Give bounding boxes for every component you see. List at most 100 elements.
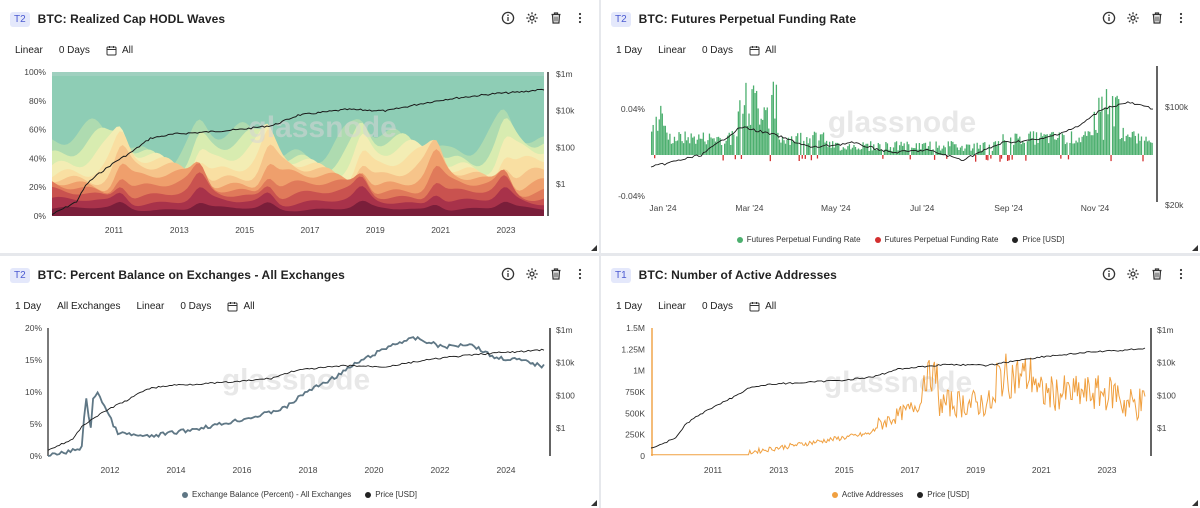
funding-bar-positive (742, 113, 744, 155)
option-all[interactable]: All (222, 298, 260, 315)
y-axis-tick-right: $1 (556, 423, 566, 433)
funding-bar-negative (882, 155, 884, 159)
resize-handle[interactable] (1192, 500, 1198, 506)
funding-bar-positive (736, 136, 738, 155)
option-all[interactable]: All (744, 298, 782, 315)
tier-badge: T1 (611, 267, 631, 283)
option-0-days[interactable]: 0 Days (696, 298, 739, 315)
y-axis-tick-left: 0% (34, 211, 47, 221)
funding-bar-positive (859, 149, 861, 155)
legend-item[interactable]: Price [USD] (917, 490, 969, 499)
funding-bar-positive (720, 144, 723, 155)
gear-icon[interactable] (1126, 11, 1140, 25)
option-1-day[interactable]: 1 Day (10, 298, 47, 315)
option-0-days[interactable]: 0 Days (696, 42, 739, 59)
more-icon[interactable] (1174, 11, 1188, 25)
legend-item[interactable]: Futures Perpetual Funding Rate (736, 235, 861, 244)
funding-bar-positive (973, 143, 975, 155)
gear-icon[interactable] (525, 11, 539, 25)
funding-bar-positive (927, 146, 930, 155)
funding-bar-positive (667, 139, 670, 155)
option-all-exchanges[interactable]: All Exchanges (52, 298, 126, 315)
trash-icon[interactable] (1150, 11, 1164, 25)
funding-bar-positive (1075, 140, 1077, 155)
gear-icon[interactable] (525, 267, 539, 281)
y-axis-tick-left: 250K (625, 430, 645, 440)
funding-bar-positive (952, 141, 954, 155)
x-axis-tick: 2011 (105, 225, 124, 235)
legend-swatch (365, 491, 372, 498)
info-icon[interactable] (1102, 267, 1116, 281)
funding-bar-positive (1029, 131, 1032, 155)
y-axis-tick-left: 750K (625, 387, 645, 397)
funding-bar-positive (832, 141, 834, 155)
funding-bar-positive (1041, 136, 1044, 155)
option-linear[interactable]: Linear (653, 42, 691, 59)
y-axis-tick-right: $10k (1157, 358, 1176, 368)
funding-bar-positive (803, 140, 805, 155)
y-axis-tick-right: $20k (1165, 200, 1184, 210)
y-axis-tick-right: $1m (556, 325, 573, 335)
trash-icon[interactable] (1150, 267, 1164, 281)
legend-item[interactable]: Futures Perpetual Funding Rate (874, 235, 998, 244)
funding-bar-positive (1151, 142, 1153, 155)
funding-bar-positive (806, 137, 808, 155)
panel-title: BTC: Number of Active Addresses (638, 268, 837, 282)
info-icon[interactable] (501, 11, 515, 25)
funding-bar-positive (1028, 133, 1030, 155)
more-icon[interactable] (573, 267, 587, 281)
funding-bar-positive (1145, 136, 1147, 155)
funding-bar-positive (903, 143, 905, 155)
x-axis-tick: May '24 (821, 203, 851, 213)
more-icon[interactable] (573, 11, 587, 25)
funding-bar-positive (978, 148, 980, 155)
legend-item[interactable]: Price [USD] (1012, 235, 1064, 244)
option-1-day[interactable]: 1 Day (611, 298, 648, 315)
funding-bar-positive (1104, 108, 1106, 155)
resize-handle[interactable] (1192, 245, 1198, 251)
trash-icon[interactable] (549, 11, 563, 25)
legend-item[interactable]: Exchange Balance (Percent) - All Exchang… (182, 490, 351, 499)
chart-legend: Exchange Balance (Percent) - All Exchang… (0, 490, 599, 499)
funding-bar-positive (701, 138, 703, 155)
funding-bar-positive (1083, 135, 1085, 155)
funding-bar-negative (1006, 155, 1009, 161)
trash-icon[interactable] (549, 267, 563, 281)
funding-bar-positive (1019, 136, 1021, 155)
info-icon[interactable] (1102, 11, 1116, 25)
funding-bar-negative (999, 155, 1001, 162)
y-axis-tick-right: $10k (556, 106, 575, 116)
gear-icon[interactable] (1126, 267, 1140, 281)
y-axis-tick-right: $10k (556, 358, 575, 368)
option-0-days[interactable]: 0 Days (53, 42, 95, 59)
option-0-days[interactable]: 0 Days (175, 298, 217, 315)
funding-bar-negative (816, 155, 819, 159)
option-1-day[interactable]: 1 Day (611, 42, 648, 59)
y-axis-tick-left: 20% (25, 323, 42, 333)
info-icon[interactable] (501, 267, 515, 281)
funding-bar-positive (1010, 137, 1012, 155)
watermark: glassnode (828, 106, 976, 139)
plot-area: 100% 80% 60% 40% 20% 0% $1m $10k $100 $1 2011 2013 2… (24, 67, 575, 235)
funding-bar-positive (929, 141, 931, 155)
funding-bar-positive (1031, 138, 1033, 155)
funding-bar-positive (1149, 142, 1152, 155)
funding-bar-positive (845, 149, 848, 155)
funding-bar-positive (745, 82, 747, 155)
option-all[interactable]: All (744, 42, 782, 59)
funding-bar-positive (853, 144, 855, 155)
funding-bar-positive (868, 150, 870, 155)
option-linear[interactable]: Linear (131, 298, 170, 315)
option-linear[interactable]: Linear (653, 298, 691, 315)
option-linear[interactable]: Linear (10, 42, 48, 59)
resize-handle[interactable] (591, 500, 597, 506)
x-axis-tick: 2019 (966, 465, 985, 475)
y-axis-tick-left: 10% (25, 387, 42, 397)
funding-bar-negative (909, 155, 911, 160)
legend-item[interactable]: Active Addresses (831, 490, 903, 499)
resize-handle[interactable] (591, 245, 597, 251)
funding-bar-positive (1105, 89, 1108, 155)
legend-item[interactable]: Price [USD] (365, 490, 417, 499)
more-icon[interactable] (1174, 267, 1188, 281)
option-all[interactable]: All (100, 42, 139, 59)
